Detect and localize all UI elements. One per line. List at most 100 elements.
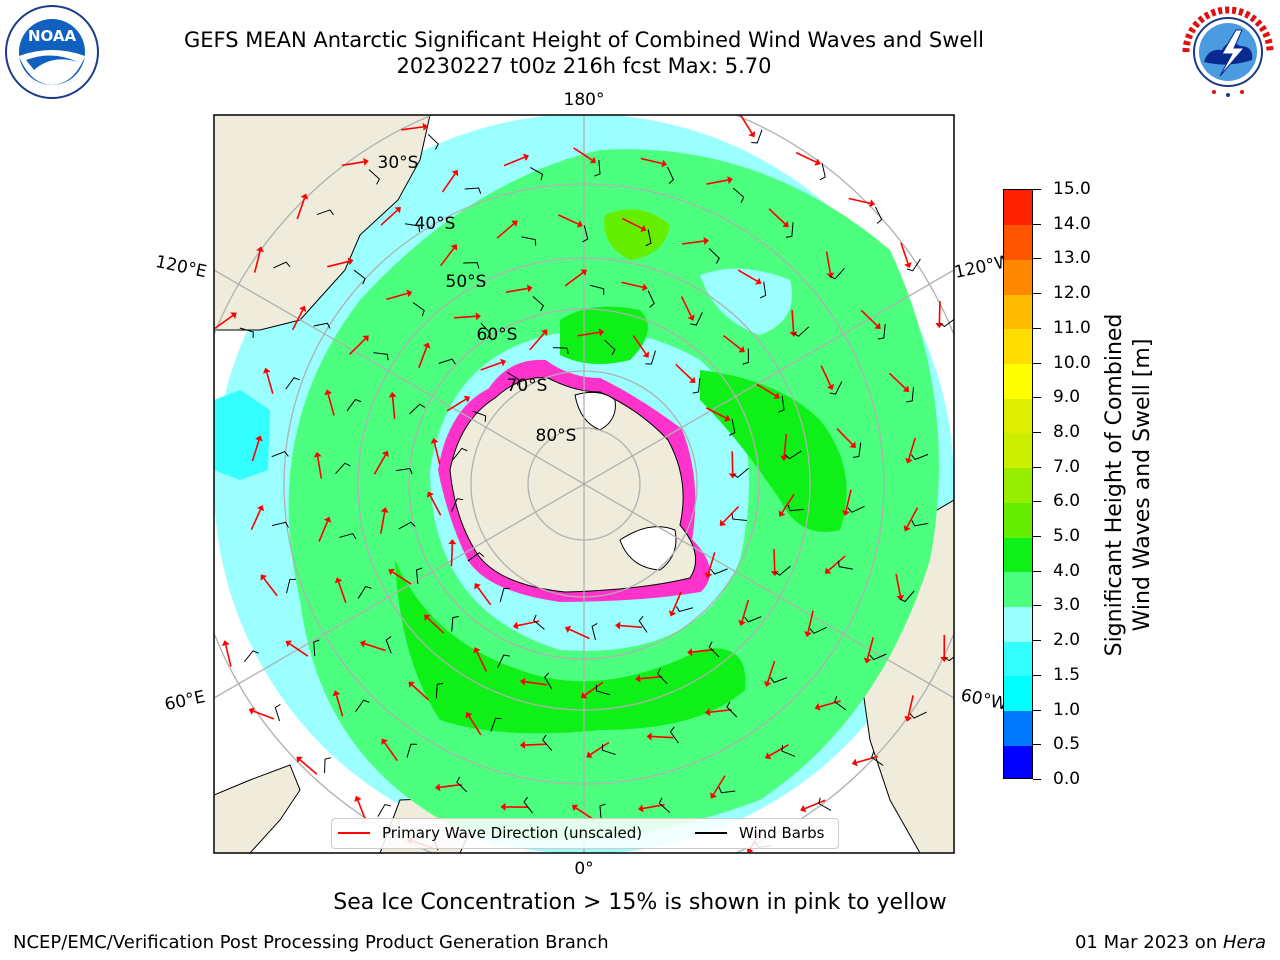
wave-direction-arrow [691, 648, 715, 653]
wind-barb [726, 701, 738, 718]
wave-direction-arrowhead [500, 358, 507, 367]
wave-direction-arrowhead [522, 153, 530, 161]
lon-label-0: 0° [574, 859, 593, 879]
wave-direction-arrowhead [262, 367, 271, 374]
wave-direction-arrowhead [646, 732, 652, 741]
wind-barb [377, 803, 391, 817]
wind-barb [781, 745, 796, 757]
wind-barb [463, 262, 480, 269]
wave-direction-arrowhead [354, 795, 362, 802]
wave-direction-arrowhead [849, 441, 856, 449]
wave-direction-arrowhead [640, 224, 647, 232]
wind-barb [271, 450, 289, 458]
wave-direction-arrow [411, 684, 429, 701]
wind-barb [368, 169, 380, 185]
lat-label-30s: 30°S [378, 153, 419, 173]
wave-direction-arrowhead [905, 457, 913, 464]
wave-direction-arrowhead [451, 169, 459, 177]
wave-direction-arrow [675, 363, 693, 381]
wave-direction-arrow [848, 197, 871, 205]
wave-4-5m-ross [560, 306, 648, 364]
wind-barb [544, 672, 553, 690]
colorbar-segment [1004, 432, 1032, 469]
wind-barb [271, 521, 289, 528]
wave-direction-arrow [427, 617, 445, 634]
wind-barb [243, 650, 259, 663]
wave-direction-arrow [337, 581, 347, 604]
wave-direction-arrow [590, 741, 610, 756]
wave-direction-arrowhead [313, 451, 322, 458]
colorbar-tick-mark [1033, 501, 1041, 503]
wave-direction-arrow [468, 715, 482, 736]
date-text: 01 Mar 2023 on [1074, 932, 1223, 953]
wave-direction-arrow [621, 217, 643, 230]
wind-barb [818, 797, 832, 811]
wind-barb [690, 312, 703, 326]
wind-barb [838, 560, 853, 570]
colorbar-label-line1: Significant Height of Combined [1102, 313, 1127, 657]
wind-barbs [239, 129, 954, 851]
wind-barb [582, 225, 589, 243]
wave-direction-arrowhead [851, 758, 858, 767]
wind-barb [742, 348, 749, 365]
wave-direction-arrow [391, 396, 396, 419]
wave-direction-arrow [253, 710, 275, 720]
wind-barb [944, 656, 954, 662]
wind-barb [819, 163, 826, 181]
wave-direction-arrow [439, 783, 462, 789]
wave-direction-arrow [318, 520, 329, 542]
wave-direction-arrow [756, 383, 777, 397]
wind-barb [530, 167, 544, 181]
wave-direction-arrowhead [826, 272, 835, 279]
wind-barb [239, 327, 254, 338]
wave-direction-arrowhead [615, 621, 621, 630]
wave-direction-arrowhead [381, 738, 388, 745]
wave-direction-arrowhead [394, 206, 401, 214]
wave-direction-arrowhead [221, 640, 230, 647]
wave-direction-arrowhead [704, 708, 711, 717]
wave-direction-arrowhead [512, 621, 519, 630]
wave-direction-arrow [357, 800, 367, 822]
wave-direction-arrow [804, 799, 826, 810]
wave-direction-arrow [266, 372, 274, 394]
wind-barb [778, 395, 785, 413]
chart-title: GEFS MEAN Antarctic Significant Height o… [183, 28, 985, 52]
map-frame [213, 114, 955, 854]
wave-direction-arrowhead [770, 570, 779, 577]
wind-barb [852, 442, 862, 458]
colorbar-segment [1004, 190, 1032, 226]
wave-direction-arrow [441, 173, 456, 193]
wave-direction-arrow [900, 242, 909, 264]
wave-direction-arrow [480, 361, 502, 371]
wave-direction-arrow [364, 643, 386, 652]
wave-direction-arrowhead [260, 574, 267, 581]
noaa-logo: NOAA [5, 5, 99, 99]
wind-barb [274, 703, 281, 722]
wind-barb [285, 377, 300, 390]
wave-direction-arrowhead [773, 392, 780, 400]
wave-direction-arrowhead [704, 572, 713, 579]
colorbar-segment [1004, 259, 1032, 295]
wind-barb [718, 786, 736, 794]
wave-direction-arrowhead [285, 640, 292, 648]
wave-direction-arrow [888, 372, 907, 390]
wave-direction-arrowhead [323, 516, 332, 523]
wave-direction-arrowhead [661, 159, 668, 168]
wind-barb [877, 323, 886, 340]
wind-barb [871, 751, 884, 766]
wave-2-3m-pocket [700, 268, 792, 335]
wind-barb [490, 717, 502, 732]
graticule [214, 115, 954, 853]
wave-direction-arrow [773, 549, 776, 572]
wind-barb [499, 587, 510, 603]
wave-direction-arrow [380, 209, 398, 226]
noaa-logo-text: NOAA [28, 27, 77, 45]
colorbar-segment [1004, 710, 1032, 746]
colorbar-tick-label: 14.0 [1053, 213, 1091, 234]
lat-label-60s: 60°S [477, 325, 518, 345]
colorbar-tick-mark [1033, 189, 1041, 190]
wind-barb [834, 695, 847, 711]
wave-direction-arrowhead [780, 455, 789, 462]
wind-barb [589, 284, 605, 295]
wind-barb [732, 187, 745, 203]
